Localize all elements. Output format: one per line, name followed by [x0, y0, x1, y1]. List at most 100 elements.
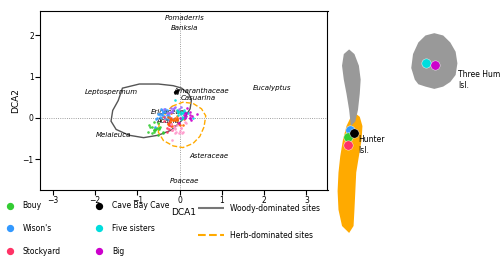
Point — [160, 119, 168, 123]
Point — [186, 110, 194, 114]
Point — [150, 128, 158, 133]
Point — [170, 89, 178, 94]
Point — [166, 111, 173, 115]
Point — [179, 130, 187, 134]
Text: Three Hummock
Isl.: Three Hummock Isl. — [458, 70, 500, 90]
Point — [178, 110, 186, 114]
Point — [178, 111, 186, 115]
Point — [174, 113, 182, 117]
Point — [160, 114, 168, 118]
Point — [178, 126, 186, 130]
Point — [165, 123, 173, 128]
Text: Acacia: Acacia — [156, 118, 179, 124]
Point — [170, 125, 178, 129]
Text: Woody-dominated sites: Woody-dominated sites — [230, 204, 320, 213]
Point — [6, 249, 14, 253]
Point — [164, 115, 172, 119]
Point — [170, 116, 178, 120]
Point — [164, 115, 172, 119]
Point — [164, 122, 172, 126]
Point — [154, 121, 162, 125]
Point — [171, 90, 179, 94]
Point — [177, 126, 185, 130]
Point — [184, 111, 192, 115]
Text: Asteraceae: Asteraceae — [190, 153, 228, 159]
Text: Eucalyptus: Eucalyptus — [254, 85, 292, 91]
Text: Ericaceae: Ericaceae — [150, 110, 184, 115]
Point — [159, 130, 167, 134]
Point — [166, 122, 173, 126]
Point — [168, 111, 175, 115]
Point — [154, 116, 162, 120]
Point — [182, 121, 190, 125]
Point — [164, 121, 172, 125]
Point — [186, 116, 194, 120]
Point — [172, 130, 180, 134]
Point — [164, 123, 172, 127]
Point — [6, 226, 14, 230]
Point — [174, 91, 182, 95]
Point — [95, 249, 103, 253]
Point — [163, 126, 171, 131]
Point — [179, 122, 187, 127]
Text: Melaleuca: Melaleuca — [96, 132, 132, 138]
Point — [169, 107, 177, 112]
Point — [176, 129, 184, 134]
Point — [164, 117, 172, 121]
Point — [174, 88, 182, 93]
Point — [177, 105, 185, 109]
Point — [180, 113, 188, 117]
Point — [152, 127, 160, 131]
Point — [158, 110, 166, 114]
Point — [188, 114, 196, 118]
Point — [172, 126, 179, 130]
Point — [172, 118, 180, 122]
Point — [166, 120, 174, 124]
Point — [182, 111, 190, 116]
Point — [176, 116, 184, 121]
Point — [160, 115, 168, 119]
Point — [161, 110, 169, 115]
Point — [163, 108, 171, 112]
Point — [166, 110, 174, 114]
Point — [164, 122, 172, 126]
Point — [189, 116, 197, 120]
Point — [170, 124, 178, 128]
Point — [344, 134, 352, 139]
Point — [167, 122, 175, 126]
Point — [172, 127, 179, 131]
Point — [150, 128, 158, 132]
Point — [152, 126, 160, 130]
Polygon shape — [411, 33, 458, 89]
Point — [158, 112, 166, 116]
Point — [164, 130, 172, 134]
Point — [178, 131, 186, 135]
Point — [148, 125, 156, 130]
Point — [170, 117, 177, 122]
Text: Big: Big — [112, 247, 124, 256]
Point — [174, 116, 182, 120]
Point — [168, 122, 175, 126]
Point — [179, 111, 187, 115]
Point — [161, 107, 169, 111]
Point — [157, 116, 165, 120]
Point — [155, 112, 163, 116]
Text: Cave Bay Cave: Cave Bay Cave — [112, 201, 170, 210]
Polygon shape — [342, 49, 360, 126]
Point — [156, 125, 164, 129]
Point — [171, 91, 179, 95]
Point — [174, 109, 182, 113]
Point — [174, 110, 182, 114]
Point — [180, 110, 188, 115]
Point — [173, 123, 181, 128]
Point — [181, 111, 189, 115]
Point — [158, 107, 166, 112]
Point — [170, 105, 178, 110]
Point — [168, 109, 176, 113]
Point — [172, 89, 180, 93]
Point — [176, 116, 184, 120]
Point — [6, 204, 14, 208]
Point — [170, 106, 178, 110]
Point — [173, 108, 181, 112]
Point — [165, 114, 173, 118]
